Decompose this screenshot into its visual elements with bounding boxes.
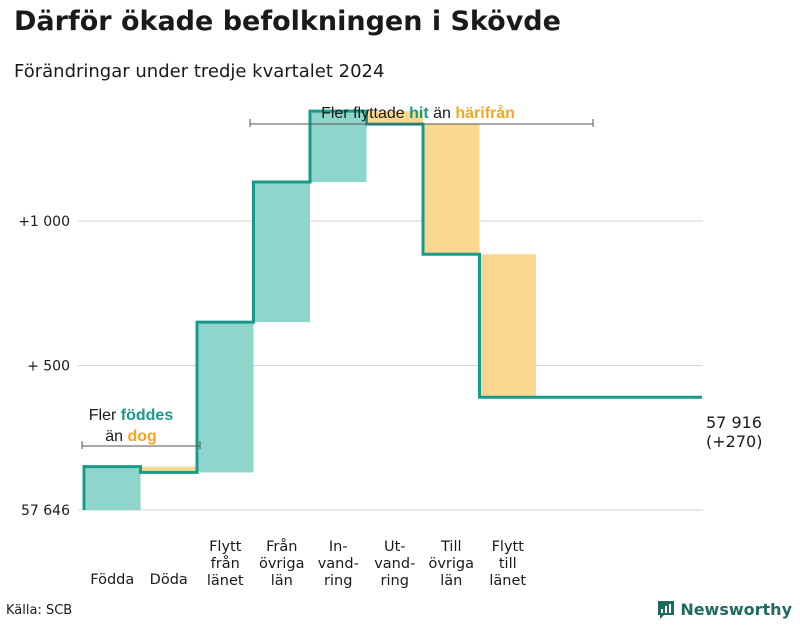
waterfall-bar <box>140 466 197 473</box>
page-title: Därför ökade befolkningen i Skövde <box>14 6 561 37</box>
category-label: Flytt <box>209 539 242 555</box>
waterfall-bar <box>197 322 254 473</box>
category-label: övriga <box>259 556 305 572</box>
category-label: Döda <box>150 572 188 588</box>
migration-annotation: Fler flyttade hit än härifrån <box>249 104 594 127</box>
newsworthy-icon <box>658 600 675 619</box>
category-label: Till <box>440 539 462 555</box>
births-annotation-bracket <box>81 441 201 449</box>
births-annotation-line2: än dog <box>105 428 157 445</box>
category-label: län <box>271 573 293 589</box>
births-annotation-line1: Fler föddes <box>89 407 174 424</box>
category-label: ring <box>324 573 352 589</box>
category-label: Födda <box>90 572 134 588</box>
migration-annotation-bracket <box>249 119 594 127</box>
category-label: vand- <box>318 556 359 572</box>
cumulative-level-line <box>82 109 702 510</box>
brand-logo: Newsworthy <box>658 600 792 619</box>
waterfall-bar <box>84 466 141 510</box>
page-subtitle: Förändringar under tredje kvartalet 2024 <box>14 61 385 82</box>
y-axis-ticks: 57 646 + 500 +1 000 <box>18 214 70 519</box>
category-label: ring <box>381 573 409 589</box>
y-tick-label: + 500 <box>27 359 70 375</box>
migration-annotation-text: Fler flyttade hit än härifrån <box>321 104 515 122</box>
category-label: län <box>440 573 462 589</box>
category-label: från <box>211 555 240 572</box>
level-line <box>82 109 702 510</box>
births-annotation: Fler föddes än dog <box>81 407 201 449</box>
waterfall-bar <box>310 111 367 182</box>
waterfall-bar <box>479 254 536 398</box>
waterfall-bar <box>253 181 310 323</box>
category-label: övriga <box>428 556 474 572</box>
source-note: Källa: SCB <box>6 603 73 618</box>
y-tick-label: 57 646 <box>21 503 70 519</box>
category-label: länet <box>489 573 526 589</box>
waterfall-bar <box>423 124 480 255</box>
category-label: till <box>499 556 517 572</box>
category-labels: Födda DödaFlyttfrånlänetFrånövrigalänIn-v… <box>90 538 526 589</box>
category-label: Från <box>266 538 297 555</box>
waterfall-bar <box>366 111 423 125</box>
category-label: In- <box>329 539 348 555</box>
bars <box>84 111 536 510</box>
category-label: Flytt <box>492 539 525 555</box>
net-change-label: (+270) <box>706 432 762 451</box>
y-tick-label: +1 000 <box>18 214 70 230</box>
category-label: länet <box>207 573 244 589</box>
category-label: Ut- <box>384 539 406 555</box>
brand-name: Newsworthy <box>680 600 792 619</box>
end-value-label: 57 916 <box>706 413 762 432</box>
category-label: vand- <box>374 556 415 572</box>
gridlines <box>78 220 703 511</box>
